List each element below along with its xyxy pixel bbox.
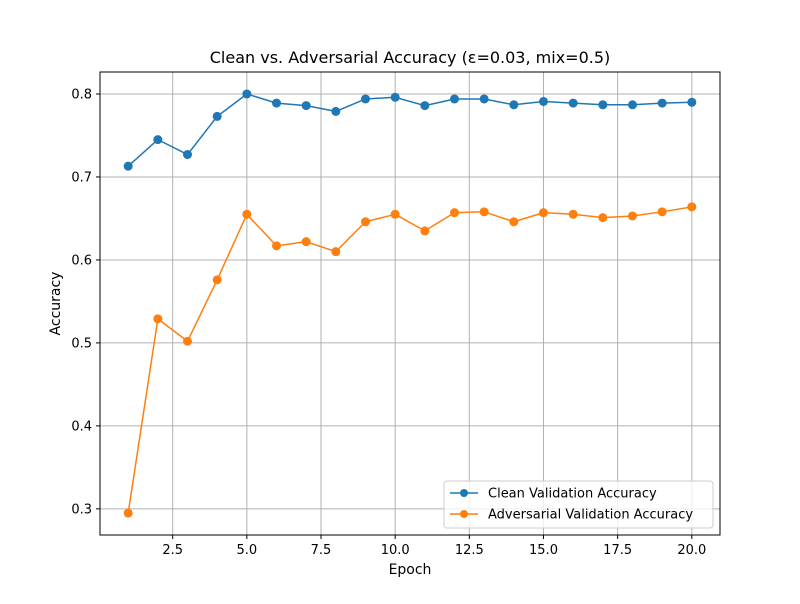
data-point-clean [212, 111, 222, 121]
data-point-adversarial [301, 237, 311, 247]
axes-frame [99, 71, 721, 536]
data-point-adversarial [538, 208, 548, 218]
legend-marker-clean [460, 489, 468, 497]
chart-title: Clean vs. Adversarial Accuracy (ε=0.03, … [210, 48, 611, 67]
data-point-adversarial [123, 508, 133, 518]
data-point-adversarial [272, 241, 282, 251]
data-point-adversarial [657, 207, 667, 217]
x-tick-label: 15.0 [529, 543, 558, 558]
data-point-clean [568, 98, 578, 108]
data-point-clean [153, 135, 163, 145]
y-tick-label: 0.5 [71, 336, 92, 351]
data-point-clean [687, 97, 697, 107]
x-tick-label: 20.0 [677, 543, 706, 558]
data-point-adversarial [183, 336, 193, 346]
series-line-adversarial [127, 206, 692, 514]
y-tick-label: 0.3 [71, 502, 92, 517]
data-point-clean [242, 89, 252, 99]
data-point-clean [272, 98, 282, 108]
data-point-clean [627, 100, 637, 110]
data-point-adversarial [331, 247, 341, 257]
legend: Clean Validation Accuracy Adversarial Va… [443, 480, 714, 529]
data-point-clean [449, 94, 459, 104]
data-point-adversarial [153, 314, 163, 324]
data-point-clean [538, 96, 548, 106]
data-point-adversarial [361, 217, 371, 227]
data-point-adversarial [212, 275, 222, 285]
x-tick-label: 5.0 [236, 543, 257, 558]
x-tick-label: 2.5 [162, 543, 183, 558]
x-tick-label: 17.5 [603, 543, 632, 558]
data-point-adversarial [420, 226, 430, 236]
data-point-clean [598, 100, 608, 110]
data-point-adversarial [509, 217, 519, 227]
y-tick-label: 0.8 [71, 87, 92, 102]
x-tick-label: 12.5 [455, 543, 484, 558]
x-axis-label: Epoch [389, 562, 432, 578]
grid [100, 72, 720, 535]
data-point-adversarial [598, 213, 608, 223]
data-point-adversarial [568, 209, 578, 219]
data-point-clean [479, 94, 489, 104]
y-tick-label: 0.7 [71, 170, 92, 185]
legend-marker-adversarial [460, 510, 468, 518]
series-adversarial [123, 202, 697, 518]
data-point-adversarial [627, 211, 637, 221]
y-tick-label: 0.6 [71, 253, 92, 268]
y-axis: 0.3 0.4 0.5 0.6 0.7 0.8 [71, 87, 100, 517]
data-point-clean [183, 150, 193, 160]
data-point-adversarial [687, 202, 697, 212]
data-point-clean [390, 92, 400, 102]
data-point-adversarial [390, 209, 400, 219]
data-point-clean [331, 106, 341, 116]
plot-area [123, 89, 697, 518]
data-point-clean [123, 161, 133, 171]
data-point-clean [420, 101, 430, 111]
x-tick-label: 7.5 [311, 543, 332, 558]
data-point-adversarial [449, 208, 459, 218]
data-point-clean [509, 100, 519, 110]
x-axis: 2.5 5.0 7.5 10.0 12.5 15.0 17.5 20.0 [162, 535, 706, 558]
data-point-adversarial [479, 207, 489, 217]
y-tick-label: 0.4 [71, 419, 92, 434]
data-point-clean [301, 101, 311, 111]
data-point-clean [657, 98, 667, 108]
legend-label-adversarial: Adversarial Validation Accuracy [488, 508, 693, 523]
x-tick-label: 10.0 [381, 543, 410, 558]
series-line-clean [127, 93, 692, 167]
y-axis-label: Accuracy [48, 272, 64, 336]
legend-label-clean: Clean Validation Accuracy [488, 487, 657, 502]
legend-box [443, 480, 714, 529]
data-point-adversarial [242, 209, 252, 219]
series-clean [123, 89, 697, 171]
data-point-clean [361, 94, 371, 104]
